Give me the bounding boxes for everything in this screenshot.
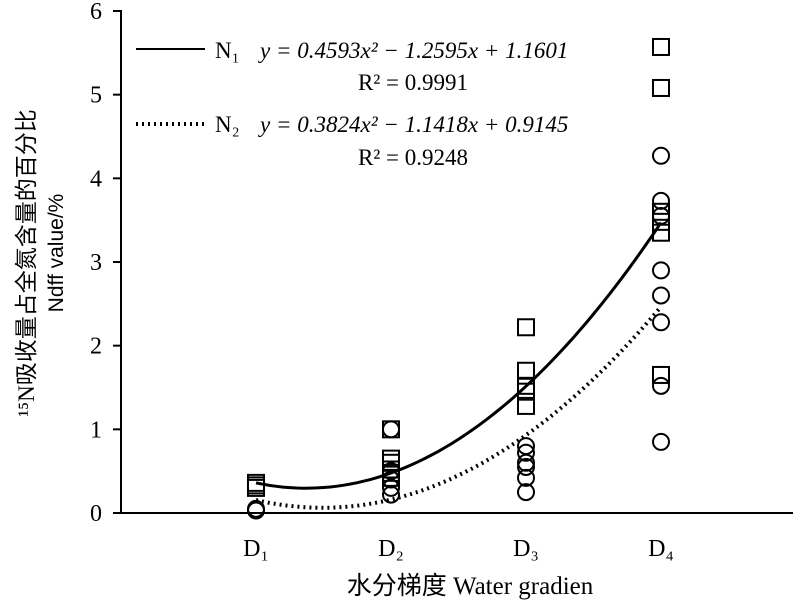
point-n2: [652, 376, 670, 395]
point-n2: [382, 478, 400, 497]
point-n1: [517, 382, 535, 401]
legend: N₁ y = 0.4593x² − 1.2595x + 1.1601 R² = …: [136, 38, 568, 170]
r2-n2: R² = 0.9248: [358, 145, 468, 170]
point-n2: [247, 501, 265, 520]
point-n1: [652, 365, 670, 384]
points-n1: [247, 37, 670, 497]
point-n1: [652, 212, 670, 231]
point-n2: [652, 261, 670, 280]
point-n1: [517, 318, 535, 337]
y-tick-label: 2: [90, 334, 102, 360]
x-tick-label: D₂: [378, 536, 404, 562]
point-n1: [517, 396, 535, 415]
y-tick-label: 3: [90, 250, 102, 276]
equation-n2: y = 0.3824x² − 1.1418x + 0.9145: [258, 112, 568, 137]
y-tick-label: 4: [90, 166, 102, 192]
point-n2: [652, 313, 670, 332]
point-n1: [247, 478, 265, 497]
point-n2: [382, 420, 400, 439]
y-tick-label: 0: [90, 501, 102, 527]
point-n2: [517, 457, 535, 476]
y-axis-title-cn: ¹⁵N吸收量占全氮含量的百分比: [14, 109, 39, 417]
y-tick-label: 1: [90, 417, 102, 443]
legend-label-n2: N₂: [215, 112, 240, 137]
x-tick-label: D₃: [513, 536, 539, 562]
point-n2: [652, 206, 670, 225]
point-n2: [652, 432, 670, 451]
point-n2: [382, 485, 400, 504]
point-n2: [652, 146, 670, 165]
point-n2: [517, 468, 535, 487]
x-ticks: D₁ D₂ D₃ D₄: [243, 536, 674, 562]
fit-line-n2: [255, 305, 663, 510]
point-n2: [517, 483, 535, 502]
point-n1: [652, 78, 670, 97]
point-n2: [517, 453, 535, 472]
legend-label-n1: N₁: [215, 38, 240, 63]
point-n2: [652, 191, 670, 210]
x-axis-title: 水分梯度 Water gradien: [347, 572, 594, 600]
y-axis-title-en: Ndff value/%: [45, 194, 68, 313]
point-n2: [517, 443, 535, 462]
x-tick-label: D₄: [648, 536, 674, 562]
r2-n1: R² = 0.9991: [358, 70, 468, 95]
point-n1: [517, 361, 535, 380]
y-tick-label: 5: [90, 83, 102, 109]
y-tick-label: 6: [90, 0, 102, 25]
points-n2: [247, 146, 670, 520]
x-tick-label: D₁: [243, 536, 269, 562]
y-ticks: 0 1 2 3 4 5 6: [90, 0, 121, 527]
point-n1: [652, 202, 670, 221]
point-n1: [652, 37, 670, 56]
equation-n1: y = 0.4593x² − 1.2595x + 1.1601: [258, 38, 568, 63]
fit-line-n1: [255, 221, 663, 490]
point-n2: [652, 286, 670, 305]
